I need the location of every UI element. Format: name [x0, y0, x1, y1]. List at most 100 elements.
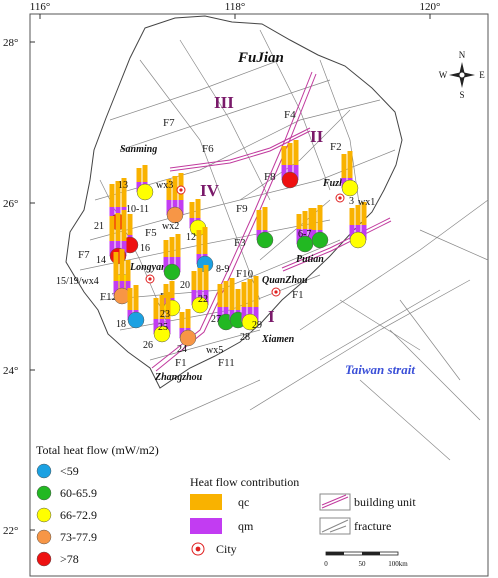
site-label: 22: [198, 294, 208, 305]
qm-bar: [293, 165, 299, 180]
qc-bar: [125, 260, 131, 281]
qc-bar: [113, 266, 119, 281]
qc-bar: [136, 168, 142, 182]
legend-swatch: [190, 518, 222, 534]
qm-bar: [175, 257, 181, 272]
site-label: 12: [186, 232, 196, 243]
site-label: wx3: [156, 180, 173, 191]
qm-bar: [253, 307, 259, 322]
compass-label: N: [459, 50, 466, 60]
fractures-offshore: [169, 199, 489, 461]
site-label: 23: [160, 309, 170, 320]
legend-label: qc: [238, 495, 249, 509]
site-label: 26: [143, 340, 153, 351]
fault-label: F2: [330, 141, 342, 153]
legend-swatch: [190, 494, 222, 510]
qc-bar: [119, 249, 125, 272]
legend-label: <59: [60, 464, 79, 478]
qc-bar: [302, 211, 308, 229]
site-label: 16: [140, 243, 150, 254]
compass-label: S: [459, 90, 464, 100]
site-symbol: [241, 313, 259, 331]
fault-label: F10: [236, 268, 254, 280]
qc-bar: [121, 178, 127, 207]
qm-bar: [191, 290, 197, 305]
qm-bar: [308, 229, 314, 244]
legend-label: 60-65.9: [60, 486, 97, 500]
qc-bar: [361, 202, 367, 225]
scale-label: 100km: [388, 560, 408, 568]
legend-title: Total heat flow (mW/m2): [36, 443, 159, 457]
qc-bar: [172, 176, 178, 200]
scale-label: 50: [359, 560, 367, 568]
qc-bar: [347, 151, 353, 178]
legend-label: City: [216, 542, 237, 556]
province-outline: [65, 15, 403, 389]
legend-label: building unit: [354, 495, 416, 509]
site-label: 18: [116, 319, 126, 330]
qc-bar: [189, 202, 195, 218]
qm-bar: [361, 225, 367, 240]
qc-bar: [113, 252, 119, 272]
qc-bar: [253, 276, 259, 307]
city-label: Zhangzhou: [154, 372, 203, 383]
qc-bar: [163, 240, 169, 257]
city-label: Xiamen: [261, 334, 295, 345]
qc-bar: [163, 284, 169, 298]
compass: [449, 62, 475, 88]
compass-label: E: [479, 70, 485, 80]
legend-building-unit: [319, 493, 351, 511]
site-symbol: [136, 183, 154, 201]
qm-bar: [165, 319, 171, 334]
qc-bar: [133, 285, 139, 310]
qc-bar: [341, 154, 347, 178]
qc-bar: [115, 181, 121, 207]
qm-bar: [121, 241, 127, 256]
site-symbol: [191, 296, 209, 314]
legend-label: qm: [238, 519, 254, 533]
fault-label: F5: [145, 227, 157, 239]
fault-label: F7: [163, 117, 175, 129]
site-label: 6-7: [298, 229, 311, 240]
zone-label: III: [214, 93, 234, 112]
qc-bar: [217, 284, 223, 307]
fault-label: F9: [236, 203, 248, 215]
province-name: FuJian: [237, 50, 284, 66]
qc-bar: [196, 230, 202, 254]
qc-bar: [256, 210, 262, 230]
site-symbol: [281, 171, 299, 189]
qc-bar: [159, 295, 165, 319]
qm-bar: [296, 229, 302, 244]
scale-label: 0: [324, 560, 328, 568]
city-label: Sanming: [120, 144, 157, 155]
sea-label: Taiwan strait: [345, 362, 415, 377]
qc-bar: [121, 210, 127, 241]
site-label: 13: [118, 180, 128, 191]
qc-bar: [197, 268, 203, 290]
city-label: Longyan: [129, 262, 167, 273]
lat-label: 22°: [3, 525, 18, 537]
qc-bar: [175, 234, 181, 257]
site-label: 3: [349, 196, 354, 207]
lon-label: 118°: [225, 1, 246, 13]
qc-bar: [355, 205, 361, 225]
qc-bar: [311, 208, 317, 230]
qc-bar: [223, 281, 229, 307]
site-symbol: [349, 231, 367, 249]
site-label: 24: [177, 344, 187, 355]
qc-bar: [308, 208, 314, 229]
qc-bar: [119, 263, 125, 281]
zone-label: II: [310, 127, 324, 146]
fault-label: F3: [234, 237, 246, 249]
qm-bar: [109, 207, 115, 222]
site-label: 10-11: [126, 204, 149, 215]
qc-bar: [235, 289, 241, 310]
lon-label: 116°: [30, 1, 51, 13]
city-label: Putian: [296, 254, 324, 265]
legend-label: fracture: [354, 519, 391, 533]
qc-bar: [317, 205, 323, 230]
qm-bar: [113, 281, 119, 296]
fault-label: F12: [100, 291, 117, 303]
fault-label: F8: [264, 171, 276, 183]
